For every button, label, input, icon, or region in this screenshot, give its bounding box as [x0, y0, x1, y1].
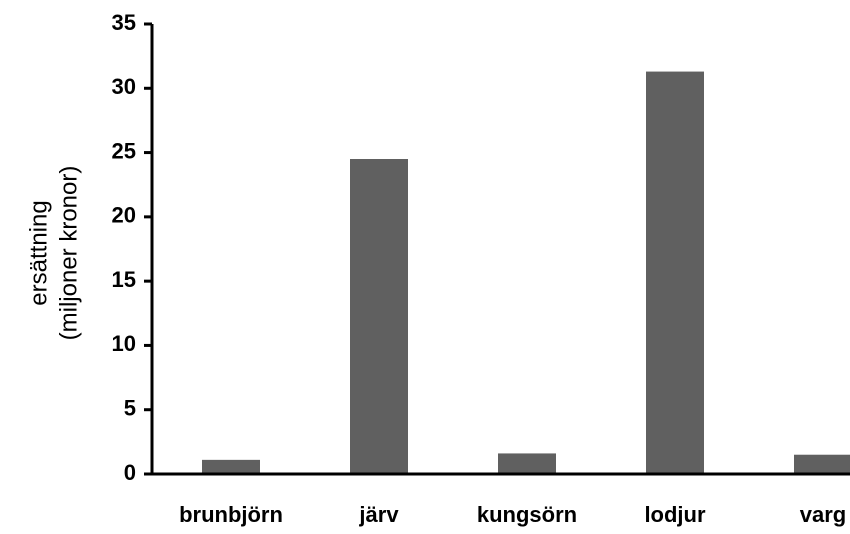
- x-tick-label: kungsörn: [477, 502, 577, 527]
- x-tick-label: brunbjörn: [179, 502, 283, 527]
- y-tick-label: 0: [124, 460, 136, 485]
- y-tick-label: 35: [112, 10, 136, 35]
- bars: [202, 71, 850, 475]
- y-tick-label: 20: [112, 203, 136, 228]
- y-tick-label: 15: [112, 267, 136, 292]
- x-tick-label: järv: [358, 502, 399, 527]
- y-axis-label-line-2: (miljoner kronor): [55, 166, 82, 341]
- y-tick-label: 30: [112, 74, 136, 99]
- y-tick-label: 10: [112, 331, 136, 356]
- bar-lodjur: [646, 71, 704, 475]
- bar-brunbjörn: [202, 459, 260, 474]
- bar-kungsörn: [498, 453, 556, 474]
- x-axis-ticks: brunbjörn järv kungsörn lodjur varg: [179, 502, 846, 527]
- y-axis-label-line-1: ersättning: [25, 200, 52, 305]
- bar-varg: [794, 454, 850, 474]
- y-tick-label: 25: [112, 138, 136, 163]
- y-axis-ticks: 0 5 10 15 20 25 30 35: [112, 10, 152, 485]
- y-axis-label: ersättning (miljoner kronor): [25, 166, 82, 341]
- x-tick-label: lodjur: [644, 502, 706, 527]
- y-tick-label: 5: [124, 396, 136, 421]
- x-tick-label: varg: [800, 502, 846, 527]
- bar-järv: [350, 159, 408, 474]
